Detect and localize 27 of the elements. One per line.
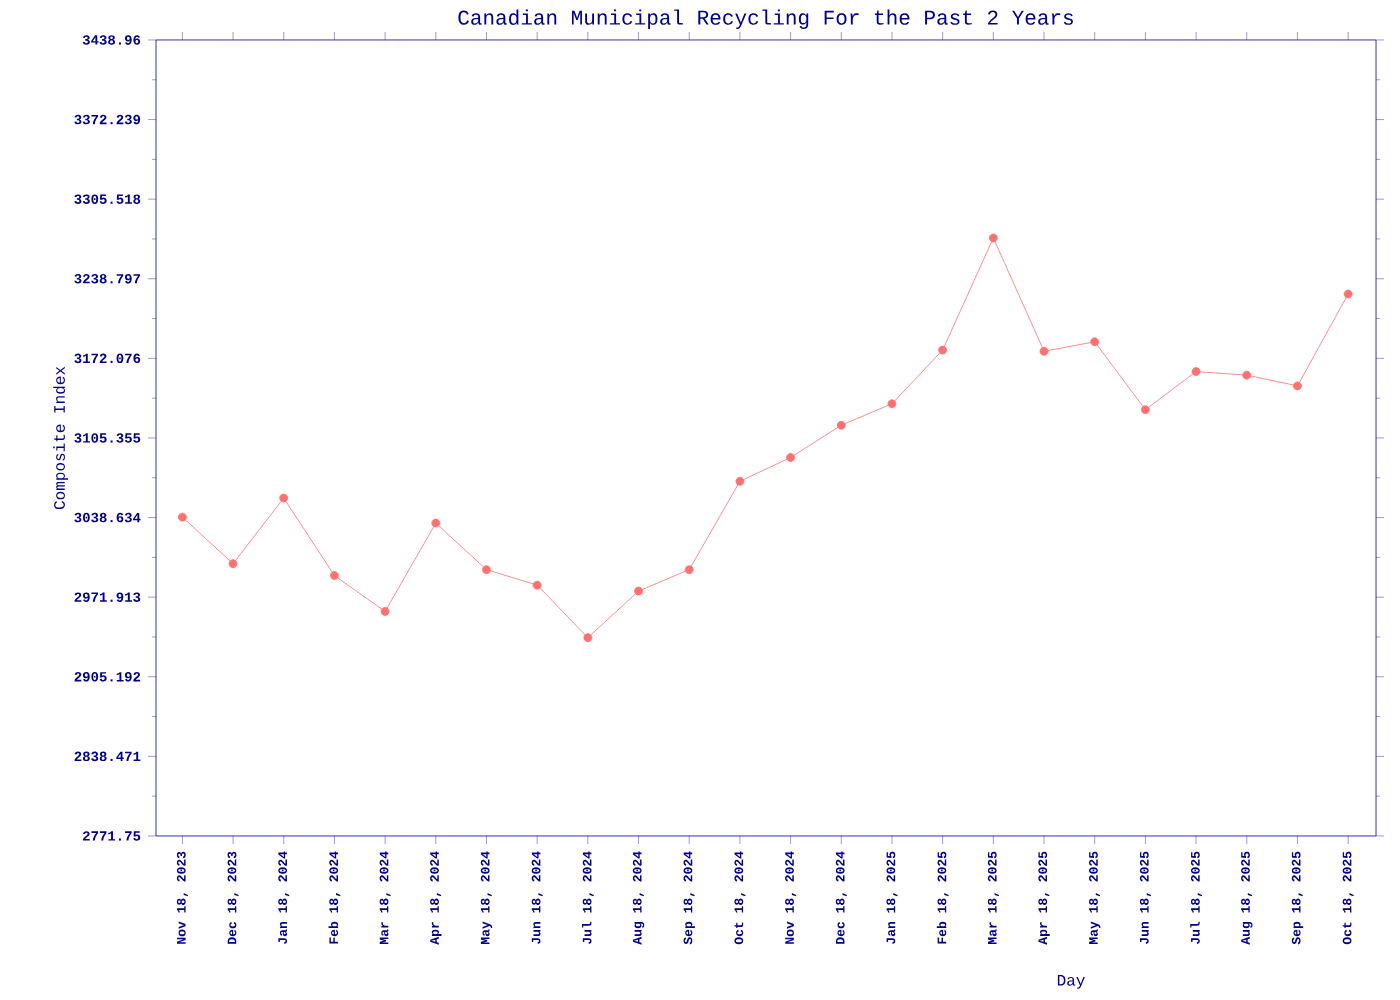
point [583,633,593,643]
point [431,518,441,528]
point [228,559,238,569]
point [1191,367,1201,376]
point [1293,381,1302,391]
point [380,606,390,616]
point [634,586,643,596]
y-axis-title: Composite Index [53,366,69,510]
point [1343,289,1353,299]
point [887,399,897,409]
point [177,512,187,522]
point [684,565,694,575]
point [1242,370,1252,380]
point [1141,405,1150,415]
point [1039,346,1049,356]
point [938,345,948,355]
point [330,571,339,580]
point [482,565,491,575]
point [786,453,795,462]
point [532,580,542,590]
point [836,420,846,430]
chart-title: Canadian Municipal Recycling For the Past 2 Years [458,9,1073,29]
point [279,493,289,503]
point [988,233,998,243]
point [1090,337,1100,347]
x-axis-title: Day [1057,975,1085,989]
point [735,476,745,486]
